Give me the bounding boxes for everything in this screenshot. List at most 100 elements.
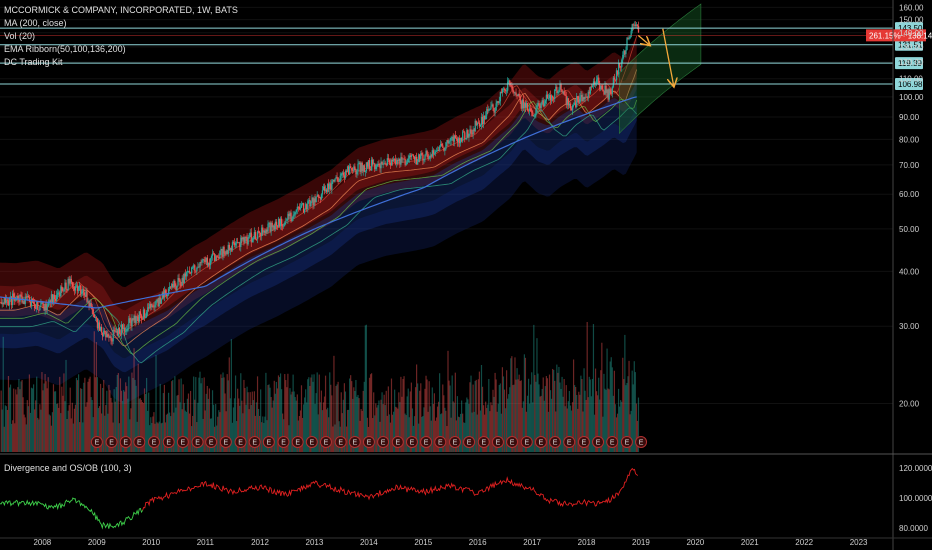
volume-bar xyxy=(12,420,14,452)
volume-bar xyxy=(237,388,239,452)
candle-body xyxy=(507,81,509,91)
candle-body xyxy=(372,159,374,165)
candle-body xyxy=(42,302,44,307)
candle-body xyxy=(360,162,362,172)
volume-bar xyxy=(554,380,556,452)
volume-bar xyxy=(300,385,303,452)
volume-bar xyxy=(432,403,434,452)
legend-vol[interactable]: Vol (20) xyxy=(4,31,36,41)
candle-body xyxy=(127,328,129,329)
legend-ema-ribbon[interactable]: EMA Ribborn(50,100,136,200) xyxy=(4,44,126,54)
legend-ma[interactable]: MA (200, close) xyxy=(4,18,67,28)
volume-bar xyxy=(130,408,132,452)
candle-body xyxy=(238,242,240,244)
volume-bar xyxy=(193,376,195,452)
volume-bar xyxy=(541,388,543,452)
volume-bar xyxy=(458,417,461,452)
candle-body xyxy=(616,70,619,75)
volume-bar xyxy=(489,411,491,452)
candle-body xyxy=(119,333,122,335)
volume-bar xyxy=(420,383,422,452)
candle-body xyxy=(304,209,306,213)
candle-body xyxy=(473,129,475,132)
volume-bar xyxy=(68,405,70,452)
candle-body xyxy=(263,230,265,233)
earnings-marker xyxy=(549,436,562,448)
volume-bar xyxy=(166,413,169,452)
volume-bar xyxy=(568,390,570,452)
candle-body xyxy=(341,172,344,174)
level-tag-label: 106.98 xyxy=(898,80,923,89)
volume-bar xyxy=(2,336,4,452)
volume-bar xyxy=(485,401,487,452)
candle-body xyxy=(64,282,66,289)
candle-body xyxy=(613,77,616,80)
volume-bar xyxy=(378,400,380,452)
volume-bar xyxy=(62,395,64,452)
volume-bar xyxy=(105,405,107,452)
candle-body xyxy=(249,232,251,237)
candle-body xyxy=(105,331,107,338)
earnings-marker-label: E xyxy=(524,440,529,447)
volume-bar xyxy=(563,379,565,452)
candle-body xyxy=(115,330,117,332)
volume-bar xyxy=(72,423,74,452)
volume-bar xyxy=(491,405,493,452)
volume-bar xyxy=(552,368,554,452)
candle-body xyxy=(195,270,197,272)
candle-body xyxy=(149,303,151,309)
earnings-marker-label: E xyxy=(95,440,100,447)
candle-body xyxy=(421,153,423,155)
volume-bar xyxy=(253,391,255,452)
volume-bar xyxy=(538,384,540,452)
candle-body xyxy=(142,309,145,320)
candle-body xyxy=(585,96,587,98)
candle-body xyxy=(343,175,346,178)
volume-bar xyxy=(466,397,468,452)
volume-bar xyxy=(344,391,347,452)
candle-body xyxy=(237,242,239,243)
candle-body xyxy=(416,156,418,165)
volume-bar xyxy=(46,388,48,452)
candle-body xyxy=(278,218,281,227)
candle-body xyxy=(443,147,445,151)
candle-body xyxy=(529,108,531,111)
candle-body xyxy=(331,181,333,190)
candle-body xyxy=(50,294,53,304)
candle-body xyxy=(465,138,467,140)
candle-body xyxy=(157,299,159,307)
candle-body xyxy=(0,302,2,304)
candle-body xyxy=(495,103,497,111)
candle-body xyxy=(227,244,229,254)
candle-body xyxy=(614,79,617,81)
time-tick-label: 2016 xyxy=(469,538,487,547)
volume-bar xyxy=(365,324,367,452)
earnings-marker-label: E xyxy=(123,440,128,447)
candle-body xyxy=(131,318,133,327)
candle-body xyxy=(108,336,110,338)
candle-body xyxy=(58,292,60,294)
volume-bar xyxy=(315,393,317,452)
candle-body xyxy=(503,88,506,91)
volume-bar xyxy=(304,397,306,452)
candle-body xyxy=(541,100,543,103)
candle-body xyxy=(172,283,174,288)
volume-bar xyxy=(502,376,505,452)
volume-bar xyxy=(440,414,442,452)
volume-bar xyxy=(85,406,87,452)
candle-body xyxy=(344,170,347,178)
legend-dc-kit[interactable]: DC Trading Kit xyxy=(4,57,63,67)
candle-body xyxy=(412,155,415,157)
candle-body xyxy=(561,89,563,92)
volume-bar xyxy=(294,397,296,452)
volume-bar xyxy=(369,374,372,452)
volume-bar xyxy=(594,368,597,452)
volume-bar xyxy=(575,386,577,452)
volume-bar xyxy=(480,364,483,452)
ma200 xyxy=(0,96,637,309)
earnings-marker xyxy=(635,436,648,448)
earnings-marker xyxy=(491,436,504,448)
projection-band xyxy=(618,3,702,135)
candle-body xyxy=(357,163,359,172)
